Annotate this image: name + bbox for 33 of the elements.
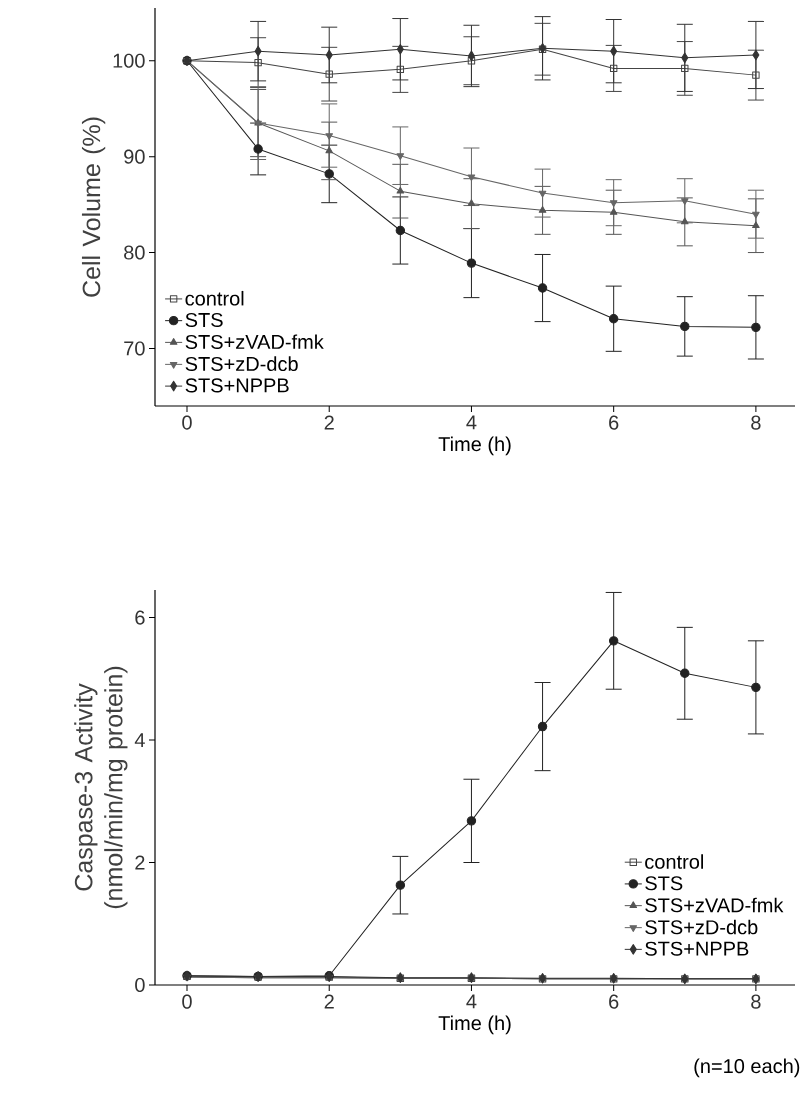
y-tick-label: 6 — [135, 610, 145, 625]
y-tick-label: 90 — [124, 149, 145, 164]
y-tick-label: 0 — [135, 977, 145, 993]
y-axis-title: Cell Volume (%) — [81, 117, 106, 297]
legend-label: STS+NPPB — [185, 378, 289, 393]
legend-label: control — [185, 290, 244, 306]
y-axis-title: Caspase-3 Activity (nmol/min/mg protein) — [74, 666, 128, 909]
y-tick-label: 80 — [124, 245, 145, 260]
x-tick-label: 2 — [324, 415, 334, 430]
legend-label: STS+NPPB — [645, 941, 749, 956]
y-tick-label: 70 — [124, 341, 145, 356]
legend-label: STS+zD-dcb — [185, 356, 298, 372]
x-axis-title: Time (h) — [438, 1015, 511, 1035]
legend-label: STS+zVAD-fmk — [185, 334, 324, 350]
legend-label: STS — [185, 312, 223, 328]
legend-label: control — [645, 854, 703, 869]
legend-label: STS+zD-dcb — [645, 919, 758, 935]
x-tick-label: 0 — [182, 994, 192, 1009]
y-tick-label: 2 — [135, 855, 145, 870]
x-tick-label: 6 — [609, 415, 619, 430]
x-axis-title: Time (h) — [438, 436, 511, 456]
y-tick-label: 4 — [134, 733, 145, 747]
x-tick-label: 6 — [609, 994, 619, 1009]
x-tick-label: 4 — [466, 994, 477, 1009]
x-tick-label: 8 — [751, 994, 761, 1009]
text: (n=10 each) — [694, 1058, 800, 1078]
legend-label: STS+zVAD-fmk — [645, 897, 784, 913]
y-tick-label: 100 — [113, 53, 145, 68]
x-tick-label: 4 — [466, 415, 477, 430]
x-tick-label: 2 — [324, 994, 334, 1009]
x-tick-label: 8 — [751, 415, 761, 430]
legend-label: STS — [645, 876, 683, 891]
x-tick-label: 0 — [182, 415, 192, 430]
